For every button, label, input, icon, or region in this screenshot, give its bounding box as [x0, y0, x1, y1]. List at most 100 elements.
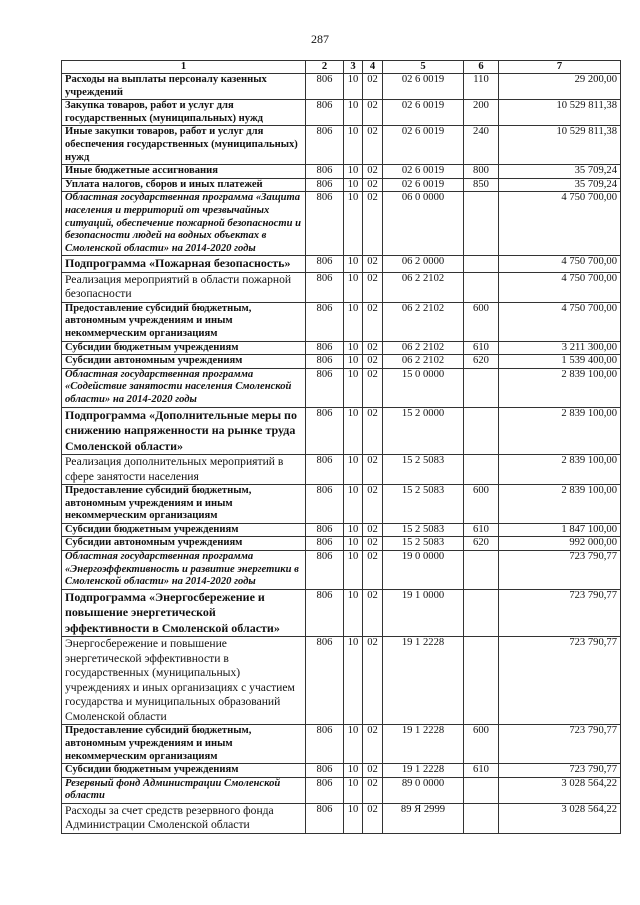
subsection-code: 02 [362, 406, 383, 456]
subsection-code: 02 [362, 484, 383, 524]
ministry-code: 806 [305, 763, 344, 778]
ministry-code: 806 [305, 588, 344, 638]
ministry-code: 806 [305, 550, 344, 590]
amount: 3 211 300,00 [498, 340, 621, 356]
target-article-code: 19 1 2228 [382, 724, 464, 765]
ministry-code: 806 [305, 536, 344, 552]
subsection-code: 02 [362, 99, 383, 127]
amount: 4 750 700,00 [498, 301, 621, 342]
expense-type-code: 600 [463, 724, 499, 765]
table-row: Расходы на выплаты персоналу казенных уч… [61, 72, 621, 101]
subsection-code: 02 [362, 72, 383, 101]
amount: 723 790,77 [498, 550, 621, 590]
table-row: Предоставление субсидий бюджетным, автон… [61, 484, 621, 524]
target-article-code: 15 2 0000 [382, 406, 464, 456]
expense-type-code: 620 [463, 536, 499, 552]
section-code: 10 [343, 406, 363, 456]
ministry-code: 806 [305, 255, 344, 273]
row-name: Субсидии бюджетным учреждениям [61, 763, 306, 778]
row-name: Энергосбережение и повышение энергетичес… [61, 636, 306, 726]
amount: 723 790,77 [498, 724, 621, 765]
table-header-row: 1 2 3 4 5 6 7 [61, 60, 621, 74]
target-article-code: 02 6 0019 [382, 125, 464, 166]
section-code: 10 [343, 484, 363, 524]
section-code: 10 [343, 763, 363, 778]
subsection-code: 02 [362, 271, 383, 303]
row-name: Реализация дополнительных мероприятий в … [61, 454, 306, 486]
amount: 1 539 400,00 [498, 354, 621, 369]
expense-type-code: 110 [463, 72, 499, 101]
section-code: 10 [343, 177, 363, 193]
ministry-code: 806 [305, 301, 344, 342]
ministry-code: 806 [305, 484, 344, 524]
target-article-code: 89 0 0000 [382, 776, 464, 804]
section-code: 10 [343, 271, 363, 303]
amount: 723 790,77 [498, 763, 621, 778]
subsection-code: 02 [362, 340, 383, 356]
section-code: 10 [343, 776, 363, 804]
ministry-code: 806 [305, 99, 344, 127]
subsection-code: 02 [362, 763, 383, 778]
section-code: 10 [343, 636, 363, 726]
row-name: Подпрограмма «Энергосбережение и повышен… [61, 588, 306, 638]
section-code: 10 [343, 72, 363, 101]
expense-type-code [463, 776, 499, 804]
row-name: Иные закупки товаров, работ и услуг для … [61, 125, 306, 166]
row-name: Расходы за счет средств резервного фонда… [61, 802, 306, 834]
target-article-code: 06 2 0000 [382, 255, 464, 273]
ministry-code: 806 [305, 636, 344, 726]
amount: 10 529 811,38 [498, 125, 621, 166]
expense-type-code [463, 406, 499, 456]
section-code: 10 [343, 454, 363, 486]
section-code: 10 [343, 550, 363, 590]
table-row: Подпрограмма «Пожарная безопасность» 806 1… [61, 255, 621, 273]
subsection-code: 02 [362, 301, 383, 342]
expense-type-code [463, 271, 499, 303]
ministry-code: 806 [305, 367, 344, 408]
ministry-code: 806 [305, 125, 344, 166]
target-article-code: 19 1 0000 [382, 588, 464, 638]
row-name: Областная государственная программа «Защ… [61, 191, 306, 257]
ministry-code: 806 [305, 406, 344, 456]
subsection-code: 02 [362, 636, 383, 726]
subsection-code: 02 [362, 367, 383, 408]
expense-type-code [463, 802, 499, 834]
subsection-code: 02 [362, 536, 383, 552]
table-row: Субсидии автономным учреждениям 806 10 02 06… [61, 354, 621, 369]
section-code: 10 [343, 536, 363, 552]
row-name: Областная государственная программа «Эне… [61, 550, 306, 590]
table-row: Реализация дополнительных мероприятий в … [61, 454, 621, 486]
section-code: 10 [343, 191, 363, 257]
target-article-code: 02 6 0019 [382, 164, 464, 179]
amount: 723 790,77 [498, 588, 621, 638]
expense-type-code: 850 [463, 177, 499, 193]
target-article-code: 06 0 0000 [382, 191, 464, 257]
header-cell: 4 [362, 60, 383, 74]
target-article-code: 19 1 2228 [382, 636, 464, 726]
amount: 2 839 100,00 [498, 406, 621, 456]
subsection-code: 02 [362, 191, 383, 257]
target-article-code: 02 6 0019 [382, 72, 464, 101]
row-name: Областная государственная программа «Сод… [61, 367, 306, 408]
subsection-code: 02 [362, 454, 383, 486]
amount: 29 200,00 [498, 72, 621, 101]
subsection-code: 02 [362, 776, 383, 804]
ministry-code: 806 [305, 522, 344, 538]
amount: 35 709,24 [498, 177, 621, 193]
row-name: Закупка товаров, работ и услуг для госуд… [61, 99, 306, 127]
table-row: Предоставление субсидий бюджетным, автон… [61, 724, 621, 765]
header-cell: 1 [61, 60, 306, 74]
table-row: Иные бюджетные ассигнования 806 10 02 02 6 0… [61, 164, 621, 179]
section-code: 10 [343, 255, 363, 273]
row-name: Подпрограмма «Дополнительные меры по сни… [61, 406, 306, 456]
row-name: Уплата налогов, сборов и иных платежей [61, 177, 306, 193]
table-row: Резервный фонд Администрации Смоленской … [61, 776, 621, 804]
target-article-code: 19 0 0000 [382, 550, 464, 590]
header-cell: 5 [382, 60, 464, 74]
expense-type-code: 620 [463, 354, 499, 369]
table-row: Предоставление субсидий бюджетным, автон… [61, 301, 621, 342]
amount: 2 839 100,00 [498, 454, 621, 486]
amount: 35 709,24 [498, 164, 621, 179]
row-name: Субсидии автономным учреждениям [61, 536, 306, 552]
section-code: 10 [343, 588, 363, 638]
